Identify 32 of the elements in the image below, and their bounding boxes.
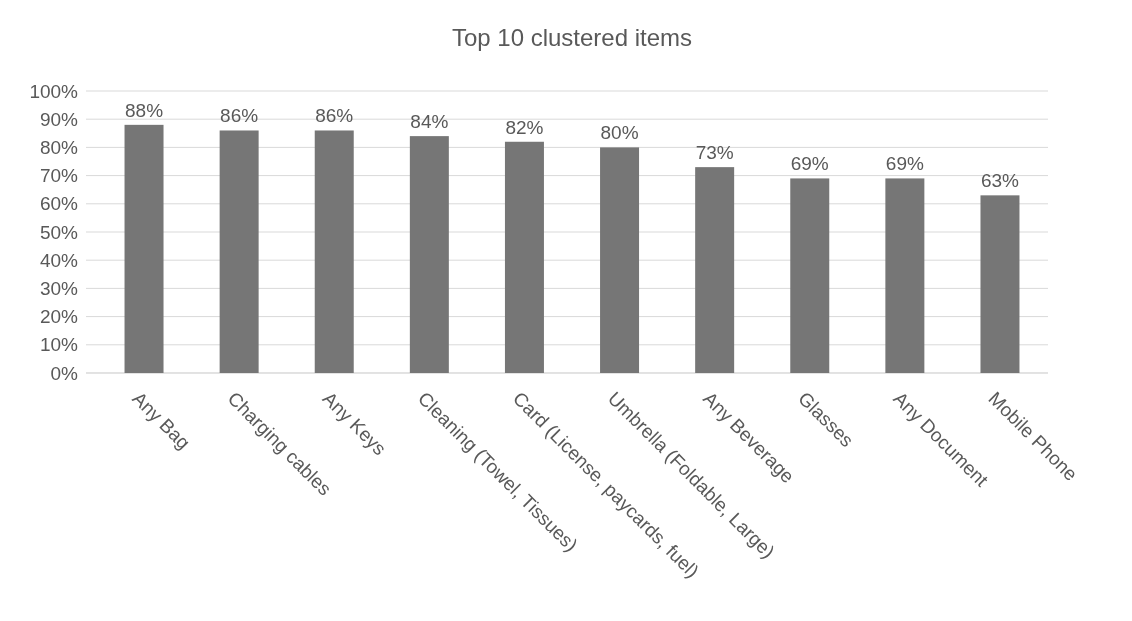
bar — [980, 195, 1020, 373]
y-tick-label: 100% — [29, 80, 79, 102]
y-tick-label: 90% — [39, 108, 79, 130]
y-tick-label: 10% — [39, 334, 79, 356]
bar — [790, 178, 830, 373]
y-tick-label: 20% — [39, 306, 79, 328]
bar — [885, 178, 925, 373]
data-label: 84% — [410, 111, 449, 133]
chart-title: Top 10 clustered items — [451, 24, 693, 51]
data-label: 86% — [220, 105, 259, 127]
y-tick-label: 60% — [39, 193, 79, 215]
data-label: 69% — [885, 153, 924, 175]
y-tick-label: 40% — [39, 249, 79, 271]
data-label: 69% — [790, 153, 829, 175]
y-tick-label: 30% — [39, 278, 79, 300]
bar — [219, 130, 259, 373]
bar — [409, 136, 449, 373]
bar — [695, 167, 735, 373]
data-label: 80% — [600, 122, 639, 144]
bar — [504, 141, 544, 373]
data-label: 82% — [505, 116, 544, 138]
data-label: 88% — [125, 99, 164, 121]
data-label: 86% — [315, 105, 354, 127]
y-tick-label: 0% — [50, 362, 79, 384]
bar — [124, 124, 164, 373]
y-tick-label: 70% — [39, 165, 79, 187]
data-label: 73% — [695, 142, 734, 164]
y-tick-label: 80% — [39, 137, 79, 159]
y-tick-label: 50% — [39, 221, 79, 243]
bar — [600, 147, 640, 373]
data-label: 63% — [980, 170, 1020, 192]
bar — [314, 130, 354, 373]
